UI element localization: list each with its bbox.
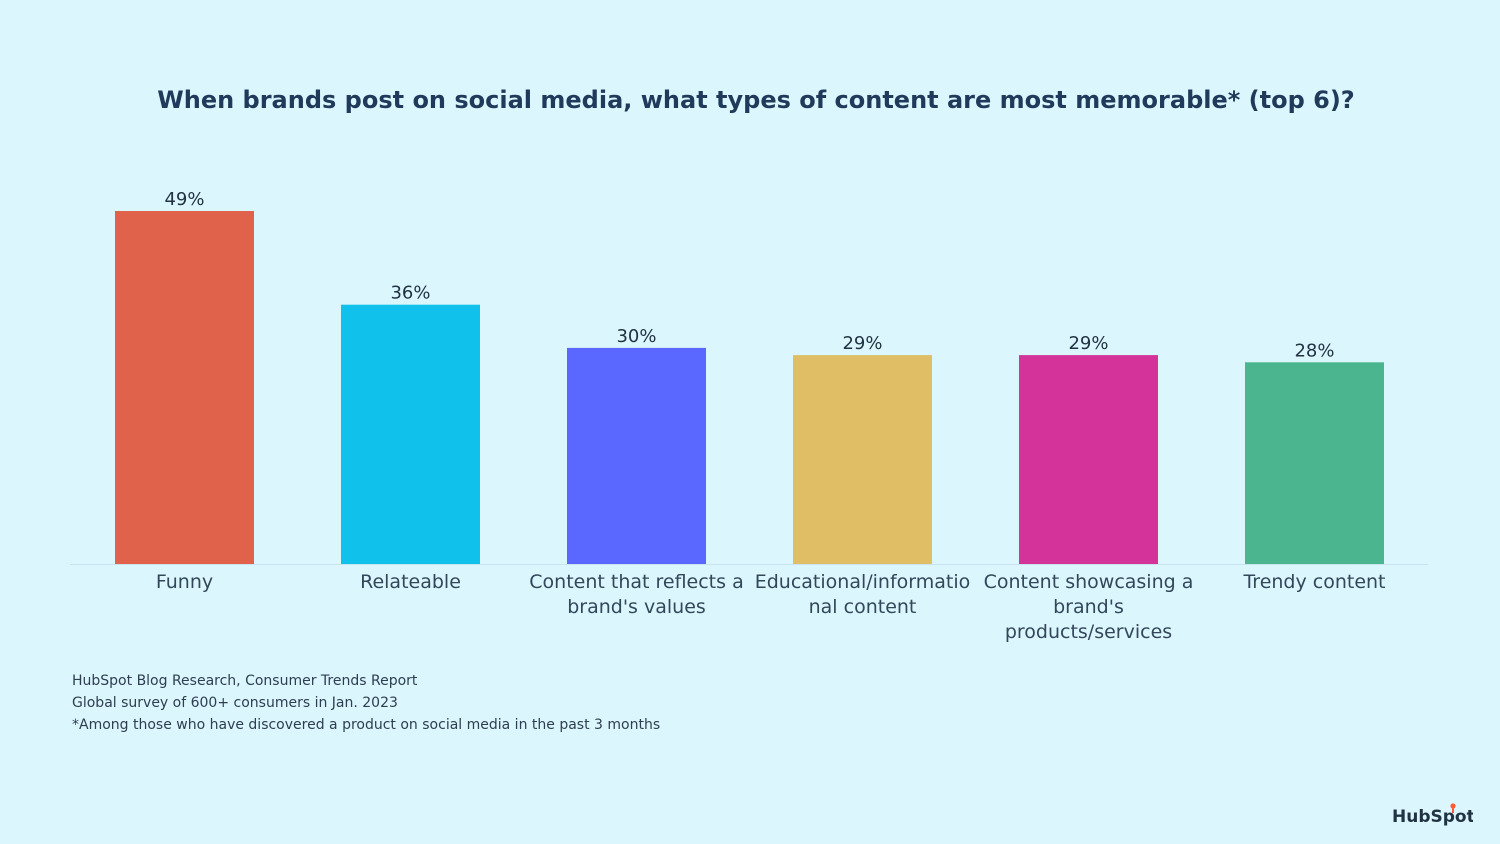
bar-4 [793,355,932,564]
chart-title: When brands post on social media, what t… [157,86,1355,114]
value-label-5: 29% [1068,333,1108,354]
bar-1 [115,211,254,564]
category-label-2: Relateable [360,571,461,593]
category-label-4: Educational/informatio nal content [754,571,971,618]
bar-3 [567,347,706,564]
footnotes: HubSpot Blog Research, Consumer Trends R… [72,670,660,736]
value-label-3: 30% [616,326,656,347]
category-label-1: Funny [155,571,214,593]
value-label-4: 29% [842,333,882,354]
value-label-6: 28% [1294,340,1334,361]
hubspot-logo-text: HubSpot [1392,807,1473,827]
value-labels-group: 49% 36% 30% 29% 29% 28% [164,189,1334,361]
category-label-3: Content that reflects a brand's values [529,571,744,618]
bar-2 [341,304,480,564]
source-note: HubSpot Blog Research, Consumer Trends R… [72,673,418,689]
category-label-6: Trendy content [1243,571,1386,593]
bar-6 [1245,362,1384,564]
value-label-2: 36% [390,283,430,304]
survey-note: Global survey of 600+ consumers in Jan. … [72,695,398,711]
value-label-1: 49% [164,189,204,210]
category-label-5: Content showcasing a brand's products/se… [983,571,1194,643]
bar-5 [1019,355,1158,564]
bars-group [115,211,1384,564]
population-note: *Among those who have discovered a produ… [72,717,661,733]
hubspot-logo: HubSpot [1392,803,1473,827]
